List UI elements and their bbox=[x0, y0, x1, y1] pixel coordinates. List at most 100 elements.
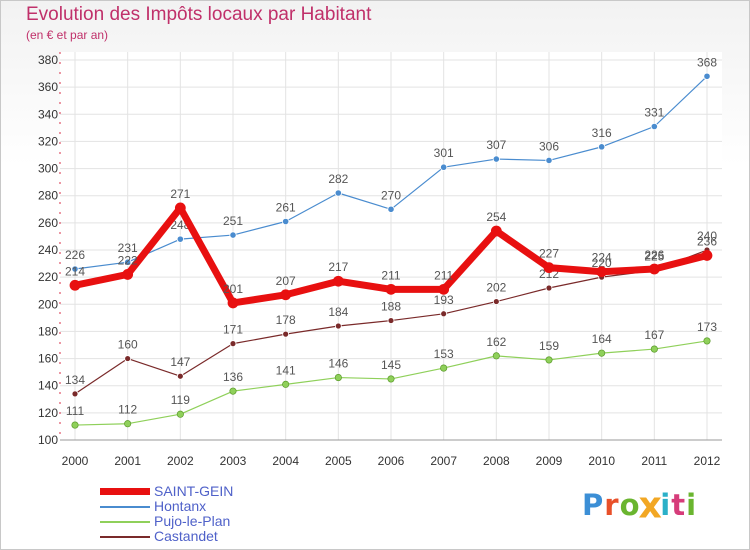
data-point bbox=[492, 298, 500, 305]
data-label: 226 bbox=[644, 248, 664, 262]
data-point bbox=[282, 330, 290, 338]
x-tick-label: 2012 bbox=[694, 454, 721, 468]
data-label: 316 bbox=[592, 126, 612, 140]
data-point bbox=[282, 217, 290, 226]
x-tick-label: 2007 bbox=[430, 454, 457, 468]
y-tick-label: 180 bbox=[38, 324, 58, 338]
data-label: 193 bbox=[434, 293, 454, 307]
data-point bbox=[69, 279, 81, 291]
data-label: 134 bbox=[65, 373, 85, 387]
x-tick-label: 2005 bbox=[325, 454, 352, 468]
data-point bbox=[650, 122, 658, 131]
data-point bbox=[71, 390, 79, 398]
data-point bbox=[71, 421, 79, 429]
data-point bbox=[385, 283, 397, 295]
data-label: 119 bbox=[171, 393, 190, 407]
data-point bbox=[282, 380, 290, 388]
logo-letter: o bbox=[619, 488, 641, 522]
y-tick-label: 240 bbox=[38, 243, 58, 257]
x-tick-label: 2009 bbox=[536, 454, 563, 468]
data-label: 331 bbox=[644, 106, 664, 120]
data-label: 201 bbox=[223, 282, 243, 296]
data-label: 226 bbox=[65, 248, 85, 262]
legend-swatch bbox=[100, 521, 150, 523]
data-point bbox=[596, 266, 608, 278]
data-label: 184 bbox=[328, 305, 348, 319]
y-tick-label: 100 bbox=[38, 433, 58, 447]
data-point bbox=[227, 297, 239, 309]
y-tick-label: 280 bbox=[38, 189, 58, 203]
data-point bbox=[492, 352, 500, 360]
data-label: 271 bbox=[170, 187, 190, 201]
data-label: 160 bbox=[118, 338, 138, 352]
data-label: 136 bbox=[223, 370, 243, 384]
data-label: 173 bbox=[697, 320, 717, 334]
data-label: 147 bbox=[170, 355, 190, 369]
y-tick-label: 160 bbox=[38, 352, 58, 366]
data-point bbox=[703, 337, 711, 345]
data-label: 188 bbox=[381, 300, 401, 314]
data-label: 112 bbox=[118, 403, 137, 417]
logo-letter: i bbox=[660, 488, 672, 522]
data-point bbox=[701, 250, 713, 261]
data-label: 261 bbox=[276, 201, 296, 215]
data-label: 162 bbox=[486, 335, 506, 349]
data-label: 145 bbox=[381, 358, 401, 372]
legend-label: Castandet bbox=[154, 528, 218, 544]
logo-letter: P bbox=[582, 488, 605, 522]
data-point bbox=[545, 156, 553, 165]
x-tick-label: 2000 bbox=[62, 454, 89, 468]
x-tick-label: 2008 bbox=[483, 454, 510, 468]
x-tick-label: 2001 bbox=[114, 454, 141, 468]
legend-label: SAINT-GEIN bbox=[154, 483, 234, 499]
legend-swatch bbox=[100, 488, 150, 495]
data-point bbox=[648, 263, 660, 275]
data-point bbox=[71, 265, 79, 273]
chart-title: Evolution des Impôts locaux par Habitant bbox=[26, 4, 372, 25]
data-label: 164 bbox=[592, 332, 612, 346]
data-point bbox=[229, 387, 237, 395]
data-point bbox=[332, 275, 344, 287]
data-label: 307 bbox=[486, 138, 506, 152]
data-label: 159 bbox=[539, 339, 559, 353]
data-point bbox=[703, 72, 711, 80]
data-label: 227 bbox=[539, 247, 559, 261]
data-label: 282 bbox=[328, 172, 348, 186]
data-label: 171 bbox=[223, 323, 243, 337]
x-tick-label: 2003 bbox=[220, 454, 247, 468]
data-point bbox=[229, 340, 237, 348]
data-label: 167 bbox=[644, 328, 664, 342]
data-point bbox=[387, 375, 395, 383]
data-point bbox=[387, 205, 395, 213]
data-label: 111 bbox=[66, 404, 85, 418]
data-label: 217 bbox=[328, 260, 348, 274]
data-point bbox=[545, 356, 553, 364]
data-point bbox=[440, 310, 448, 318]
data-point bbox=[176, 410, 184, 418]
data-point bbox=[124, 355, 132, 362]
x-tick-label: 2011 bbox=[641, 454, 667, 468]
y-tick-label: 140 bbox=[38, 379, 58, 393]
data-label: 207 bbox=[276, 274, 296, 288]
data-label: 231 bbox=[118, 241, 138, 255]
data-label: 141 bbox=[276, 363, 296, 377]
data-label: 270 bbox=[381, 188, 401, 202]
data-point bbox=[598, 143, 606, 151]
data-label: 214 bbox=[65, 264, 85, 278]
y-tick-label: 120 bbox=[38, 406, 58, 420]
data-point bbox=[229, 231, 237, 239]
data-point bbox=[650, 345, 658, 353]
data-point bbox=[334, 374, 342, 382]
data-point bbox=[124, 420, 132, 428]
data-label: 153 bbox=[434, 347, 454, 361]
data-label: 301 bbox=[434, 146, 454, 160]
data-label: 211 bbox=[434, 268, 453, 282]
data-point bbox=[122, 269, 134, 280]
data-point bbox=[438, 283, 450, 295]
y-tick-label: 380 bbox=[38, 53, 58, 67]
x-tick-label: 2002 bbox=[167, 454, 194, 468]
x-tick-label: 2004 bbox=[272, 454, 299, 468]
data-point bbox=[598, 349, 606, 357]
legend-label: Pujo-le-Plan bbox=[154, 513, 231, 529]
data-label: 225 bbox=[644, 249, 664, 263]
